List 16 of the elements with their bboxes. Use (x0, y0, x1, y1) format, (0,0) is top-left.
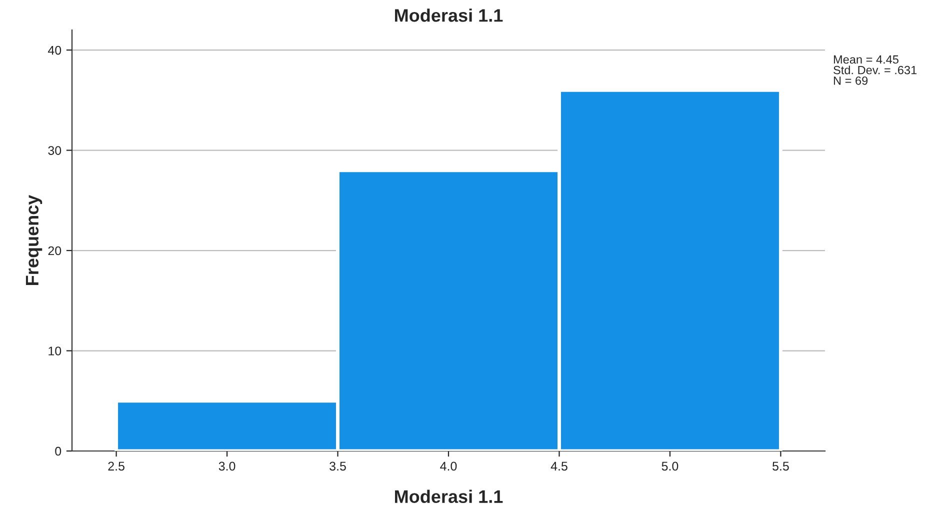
x-tick-label: 5.5 (772, 462, 789, 471)
y-tick-label: 40 (48, 46, 62, 55)
x-tick-label: 2.5 (108, 462, 124, 471)
chart-title: Moderasi 1.1 (395, 8, 503, 22)
x-tick-label: 5.0 (662, 462, 678, 471)
x-axis-title: Moderasi 1.1 (395, 490, 503, 503)
x-tick-label: 4.0 (440, 462, 457, 471)
y-tick-label: 10 (48, 346, 62, 356)
y-tick-label: 0 (55, 446, 62, 456)
y-tick-label: 20 (48, 246, 62, 256)
y-axis-title: Frequency (26, 194, 42, 285)
y-tick-label: 30 (48, 146, 62, 155)
text: Mean = 4.45 Std. Dev. = .631 N = 69 (834, 55, 917, 85)
x-tick-label: 4.5 (550, 462, 568, 471)
x-tick-label: 3.0 (218, 462, 236, 471)
x-tick-label: 3.5 (330, 462, 346, 471)
